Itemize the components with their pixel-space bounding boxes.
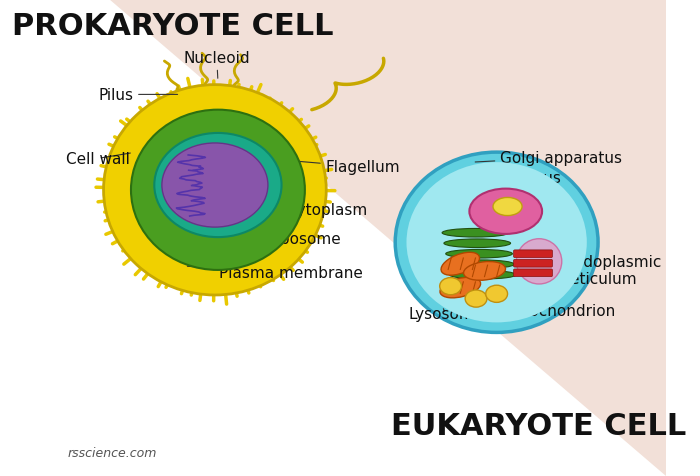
Ellipse shape (444, 239, 510, 248)
Ellipse shape (517, 239, 562, 285)
Ellipse shape (446, 250, 512, 258)
Circle shape (465, 290, 487, 307)
Text: Golgi apparatus: Golgi apparatus (475, 150, 622, 166)
Text: Endoplasmic
reticulum: Endoplasmic reticulum (528, 254, 662, 287)
Circle shape (228, 179, 235, 185)
Circle shape (440, 278, 461, 295)
Ellipse shape (463, 262, 505, 281)
Text: Ribosome: Ribosome (218, 231, 341, 247)
Ellipse shape (493, 198, 522, 216)
Ellipse shape (407, 163, 587, 323)
Text: PROKARYOTE CELL: PROKARYOTE CELL (12, 12, 333, 41)
Circle shape (224, 187, 232, 192)
FancyBboxPatch shape (514, 260, 552, 268)
Circle shape (178, 165, 186, 171)
Text: Cell wall: Cell wall (66, 151, 130, 167)
Text: Cytoplasm: Cytoplasm (245, 203, 367, 218)
FancyBboxPatch shape (514, 269, 552, 277)
Text: Plasma membrane: Plasma membrane (188, 266, 363, 281)
Circle shape (216, 218, 223, 224)
Circle shape (211, 211, 218, 217)
Text: rsscience.com: rsscience.com (68, 446, 157, 459)
Ellipse shape (154, 134, 281, 238)
FancyBboxPatch shape (514, 250, 552, 258)
Circle shape (235, 205, 243, 211)
Text: Lysosome: Lysosome (408, 307, 484, 322)
Ellipse shape (441, 253, 480, 276)
Ellipse shape (449, 271, 516, 279)
Ellipse shape (104, 86, 326, 295)
Polygon shape (109, 0, 666, 476)
Ellipse shape (131, 110, 305, 270)
Circle shape (246, 178, 253, 184)
Circle shape (486, 286, 508, 303)
Circle shape (205, 193, 212, 199)
Text: Nucleus: Nucleus (487, 170, 561, 186)
Text: Pilus: Pilus (98, 88, 178, 103)
Ellipse shape (442, 229, 509, 238)
Text: Nucleoid: Nucleoid (183, 50, 250, 79)
Text: EUKARYOTE CELL: EUKARYOTE CELL (391, 411, 687, 440)
Ellipse shape (395, 153, 598, 333)
Circle shape (226, 166, 233, 172)
Circle shape (197, 173, 204, 178)
Ellipse shape (447, 260, 514, 269)
Ellipse shape (162, 144, 268, 228)
Text: Mitochondrion: Mitochondrion (498, 300, 615, 318)
Ellipse shape (470, 189, 542, 235)
Ellipse shape (440, 278, 481, 298)
Text: Flagellum: Flagellum (300, 160, 400, 175)
